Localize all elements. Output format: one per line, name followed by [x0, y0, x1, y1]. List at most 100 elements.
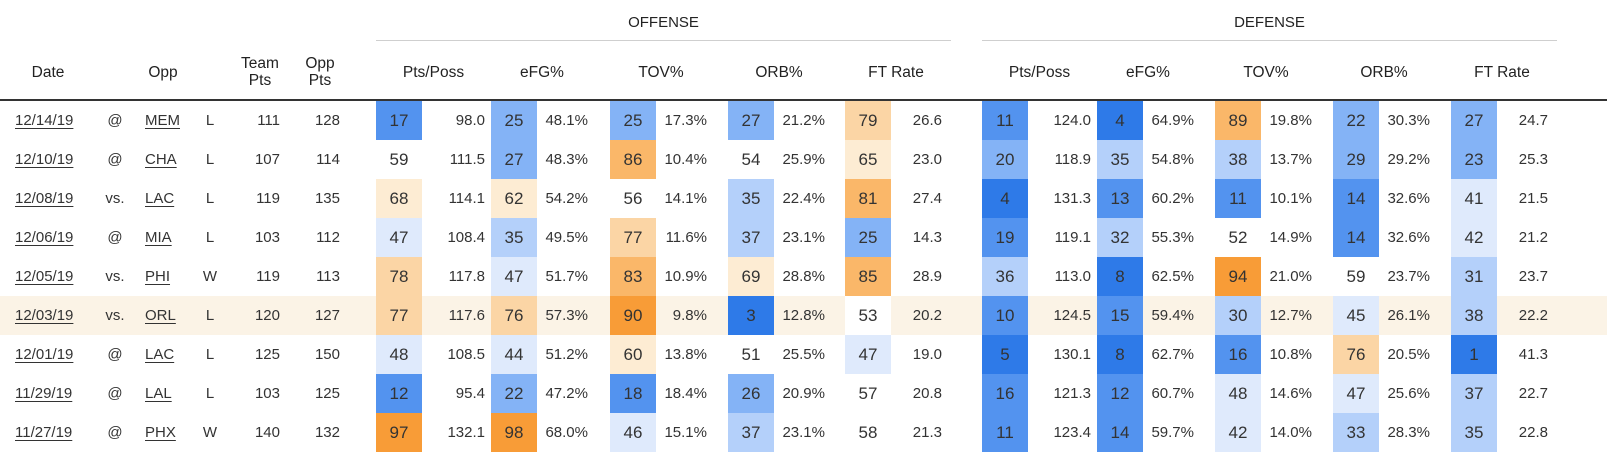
game-result: W: [202, 268, 218, 285]
offense-group-divider: [376, 40, 951, 41]
offense-pts-poss-value: 132.1: [447, 424, 485, 441]
offense-efg-rank: 76: [491, 296, 537, 335]
defense-efg-value: 59.7%: [1151, 424, 1194, 441]
offense-ft-rate-rank: 25: [845, 218, 891, 257]
opponent-link[interactable]: LAL: [145, 385, 172, 402]
column-header-offense-tov[interactable]: TOV%: [638, 64, 684, 81]
team-pts-header-line1: Team: [241, 55, 279, 72]
defense-pts-poss-value: 130.1: [1053, 346, 1091, 363]
team-points: 103: [254, 385, 280, 402]
column-header-team-pts[interactable]: Team Pts: [232, 55, 288, 89]
defense-ft-rate-rank: 31: [1451, 257, 1497, 296]
defense-ft-rate-rank: 23: [1451, 140, 1497, 179]
defense-tov-rank: 52: [1215, 218, 1261, 257]
defense-ft-rate-value: 23.7: [1518, 268, 1548, 285]
offense-pts-poss-rank: 59: [376, 140, 422, 179]
column-header-opp[interactable]: Opp: [148, 64, 178, 81]
defense-orb-rank: 14: [1333, 218, 1379, 257]
game-date-link[interactable]: 12/03/19: [15, 307, 74, 324]
opponent-link[interactable]: PHX: [145, 424, 176, 441]
defense-efg-rank: 15: [1097, 296, 1143, 335]
opponent-link[interactable]: LAC: [145, 190, 175, 207]
defense-orb-value: 25.6%: [1387, 385, 1430, 402]
offense-orb-rank: 37: [728, 218, 774, 257]
column-header-defense-pts-poss[interactable]: Pts/Poss: [1008, 64, 1071, 81]
column-header-offense-ft-rate[interactable]: FT Rate: [868, 64, 924, 81]
defense-efg-value: 59.4%: [1151, 307, 1194, 324]
header-divider: [0, 99, 1607, 101]
defense-ft-rate-value: 21.2: [1518, 229, 1548, 246]
offense-efg-rank: 44: [491, 335, 537, 374]
defense-pts-poss-value: 131.3: [1053, 190, 1091, 207]
opponent-points: 112: [316, 229, 340, 246]
game-location: vs.: [105, 190, 125, 207]
game-date-link[interactable]: 12/08/19: [15, 190, 74, 207]
column-header-defense-orb[interactable]: ORB%: [1360, 64, 1408, 81]
defense-tov-value: 19.8%: [1269, 112, 1312, 129]
opponent-link[interactable]: PHI: [145, 268, 171, 285]
game-date-link[interactable]: 12/05/19: [15, 268, 74, 285]
game-date-link[interactable]: 12/14/19: [15, 112, 74, 129]
defense-ft-rate-rank: 27: [1451, 101, 1497, 140]
game-date-link[interactable]: 12/06/19: [15, 229, 74, 246]
offense-tov-value: 10.4%: [664, 151, 707, 168]
column-header-offense-efg[interactable]: eFG%: [520, 64, 564, 81]
game-result: L: [205, 112, 215, 129]
column-header-offense-pts-poss[interactable]: Pts/Poss: [402, 64, 465, 81]
opponent-link[interactable]: LAC: [145, 346, 175, 363]
offense-efg-value: 51.2%: [545, 346, 588, 363]
column-header-defense-efg[interactable]: eFG%: [1126, 64, 1170, 81]
opponent-link[interactable]: ORL: [145, 307, 176, 324]
game-date-link[interactable]: 11/29/19: [15, 385, 73, 402]
defense-pts-poss-rank: 11: [982, 413, 1028, 452]
offense-pts-poss-rank: 68: [376, 179, 422, 218]
offense-tov-value: 11.6%: [665, 229, 707, 246]
offense-pts-poss-rank: 47: [376, 218, 422, 257]
offense-ft-rate-rank: 81: [845, 179, 891, 218]
offense-ft-rate-value: 26.6: [912, 112, 942, 129]
column-header-offense-orb[interactable]: ORB%: [755, 64, 803, 81]
offense-pts-poss-value: 108.5: [447, 346, 485, 363]
opponent-link[interactable]: MIA: [145, 229, 172, 246]
column-header-defense-tov[interactable]: TOV%: [1243, 64, 1289, 81]
offense-efg-value: 54.2%: [545, 190, 588, 207]
game-date-link[interactable]: 11/27/19: [15, 424, 73, 441]
defense-efg-value: 54.8%: [1151, 151, 1194, 168]
game-row: 11/27/19 @ PHX W 140 132 97 132.1 98 68.0% 46 15.1%…: [0, 413, 1607, 452]
game-date-link[interactable]: 12/10/19: [15, 151, 74, 168]
offense-tov-value: 15.1%: [664, 424, 707, 441]
defense-tov-rank: 38: [1215, 140, 1261, 179]
defense-ft-rate-value: 22.8: [1518, 424, 1548, 441]
opp-pts-header-line1: Opp: [305, 55, 335, 72]
column-header-opp-pts[interactable]: Opp Pts: [292, 55, 348, 89]
offense-tov-value: 18.4%: [664, 385, 707, 402]
game-result: L: [205, 190, 215, 207]
game-date-link[interactable]: 12/01/19: [15, 346, 74, 363]
defense-efg-value: 62.5%: [1151, 268, 1194, 285]
defense-tov-value: 10.1%: [1269, 190, 1312, 207]
offense-ft-rate-rank: 58: [845, 413, 891, 452]
offense-ft-rate-value: 21.3: [912, 424, 942, 441]
opponent-link[interactable]: MEM: [145, 112, 180, 129]
offense-efg-value: 51.7%: [545, 268, 588, 285]
offense-pts-poss-value: 108.4: [447, 229, 485, 246]
offense-pts-poss-rank: 17: [376, 101, 422, 140]
offense-pts-poss-value: 98.0: [455, 112, 485, 129]
team-pts-header-line2: Pts: [248, 72, 272, 89]
defense-tov-rank: 42: [1215, 413, 1261, 452]
defense-orb-rank: 59: [1333, 257, 1379, 296]
defense-pts-poss-rank: 4: [982, 179, 1028, 218]
offense-ft-rate-rank: 53: [845, 296, 891, 335]
opponent-points: 128: [314, 112, 340, 129]
opponent-points: 125: [314, 385, 340, 402]
column-header-date[interactable]: Date: [31, 64, 65, 81]
defense-tov-value: 21.0%: [1269, 268, 1312, 285]
column-header-defense-ft-rate[interactable]: FT Rate: [1474, 64, 1530, 81]
defense-pts-poss-rank: 20: [982, 140, 1028, 179]
offense-tov-value: 17.3%: [664, 112, 707, 129]
offense-ft-rate-value: 28.9: [912, 268, 942, 285]
offense-ft-rate-value: 27.4: [912, 190, 942, 207]
defense-efg-rank: 12: [1097, 374, 1143, 413]
offense-orb-rank: 27: [728, 101, 774, 140]
opponent-link[interactable]: CHA: [145, 151, 177, 168]
